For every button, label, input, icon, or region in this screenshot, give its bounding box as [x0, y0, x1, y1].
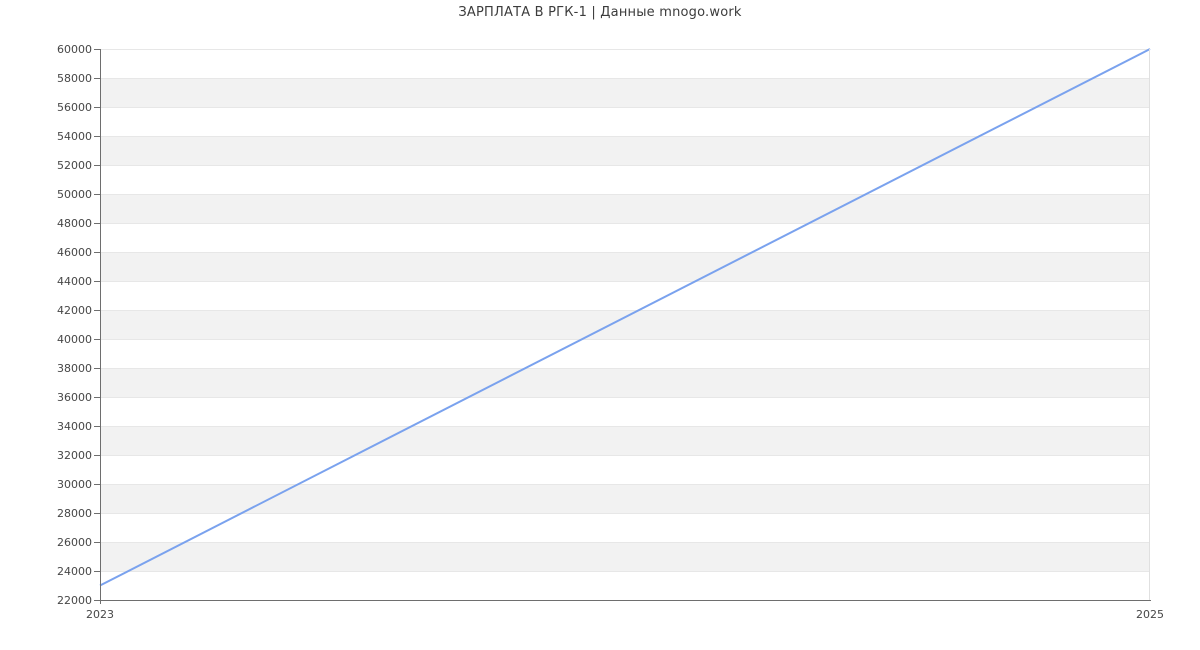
gridline [100, 368, 1150, 369]
y-tick-mark [94, 484, 100, 485]
y-tick-label: 40000 [57, 333, 92, 346]
y-tick-mark [94, 571, 100, 572]
gridline [100, 571, 1150, 572]
y-tick-mark [94, 397, 100, 398]
y-tick-label: 32000 [57, 449, 92, 462]
gridline [100, 426, 1150, 427]
y-tick-mark [94, 513, 100, 514]
gridline [100, 49, 1150, 50]
y-tick-mark [94, 252, 100, 253]
y-tick-mark [94, 426, 100, 427]
y-tick-label: 50000 [57, 188, 92, 201]
y-tick-mark [94, 165, 100, 166]
gridline [100, 252, 1150, 253]
y-tick-mark [94, 368, 100, 369]
gridline [100, 542, 1150, 543]
gridline [100, 484, 1150, 485]
background-band [100, 426, 1150, 455]
x-tick-label: 2025 [1136, 608, 1164, 621]
y-tick-label: 36000 [57, 391, 92, 404]
gridline [100, 513, 1150, 514]
plot-area [99, 48, 1151, 600]
y-tick-mark [94, 107, 100, 108]
y-tick-mark [94, 223, 100, 224]
gridline [100, 107, 1150, 108]
y-tick-label: 34000 [57, 420, 92, 433]
y-tick-mark [94, 339, 100, 340]
gridline [100, 397, 1150, 398]
y-tick-mark [94, 136, 100, 137]
y-tick-mark [94, 78, 100, 79]
y-tick-label: 30000 [57, 478, 92, 491]
plot-right-border [1149, 49, 1150, 600]
y-tick-label: 26000 [57, 536, 92, 549]
y-tick-mark [94, 455, 100, 456]
background-band [100, 252, 1150, 281]
salary-line [99, 48, 1151, 587]
gridline [100, 136, 1150, 137]
background-band [100, 484, 1150, 513]
gridline [100, 455, 1150, 456]
salary-line-layer [99, 48, 1151, 587]
background-band [100, 194, 1150, 223]
y-tick-label: 52000 [57, 159, 92, 172]
y-tick-mark [94, 542, 100, 543]
gridline [100, 78, 1150, 79]
y-tick-label: 54000 [57, 130, 92, 143]
background-band [100, 542, 1150, 571]
y-tick-mark [94, 49, 100, 50]
y-axis-line [100, 49, 101, 604]
x-tick-label: 2023 [86, 608, 114, 621]
y-tick-mark [94, 310, 100, 311]
y-tick-mark [94, 600, 100, 601]
y-tick-label: 24000 [57, 565, 92, 578]
background-band [100, 78, 1150, 107]
y-tick-label: 60000 [57, 43, 92, 56]
gridline [100, 223, 1150, 224]
y-tick-label: 42000 [57, 304, 92, 317]
y-tick-label: 48000 [57, 217, 92, 230]
y-tick-label: 56000 [57, 101, 92, 114]
y-tick-label: 28000 [57, 507, 92, 520]
gridline [100, 165, 1150, 166]
y-tick-label: 22000 [57, 594, 92, 607]
gridline [100, 310, 1150, 311]
background-band [100, 310, 1150, 339]
y-tick-label: 44000 [57, 275, 92, 288]
x-axis-line [100, 600, 1151, 601]
background-band [100, 368, 1150, 397]
chart-title: ЗАРПЛАТА В РГК-1 | Данные mnogo.work [458, 5, 742, 20]
y-tick-label: 58000 [57, 72, 92, 85]
y-tick-label: 46000 [57, 246, 92, 259]
y-tick-label: 38000 [57, 362, 92, 375]
gridline [100, 194, 1150, 195]
y-tick-mark [94, 281, 100, 282]
background-band [100, 136, 1150, 165]
y-tick-mark [94, 194, 100, 195]
gridline [100, 281, 1150, 282]
gridline [100, 339, 1150, 340]
